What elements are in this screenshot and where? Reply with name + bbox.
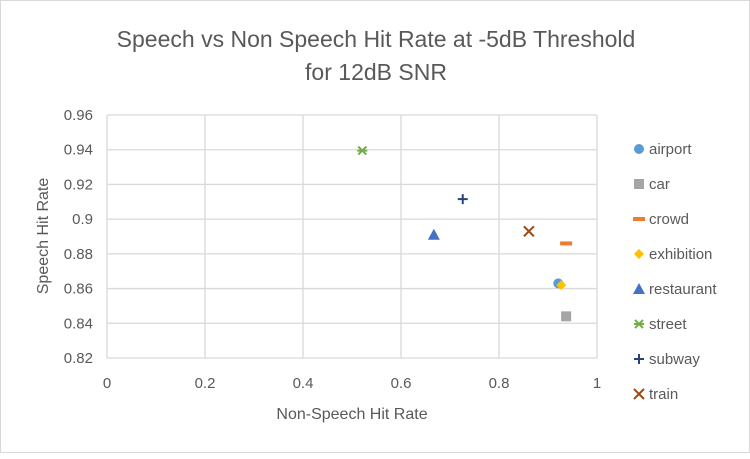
x-tick-label: 0	[103, 375, 111, 392]
legend-marker-car	[634, 179, 644, 189]
legend-marker-restaurant	[633, 283, 645, 294]
data-point-subway	[457, 194, 468, 205]
legend-marker-airport	[634, 144, 644, 154]
y-tick-label: 0.88	[64, 246, 93, 263]
legend-label-exhibition: exhibition	[649, 246, 712, 263]
legend-label-train: train	[649, 386, 678, 403]
y-tick-label: 0.94	[64, 142, 93, 159]
legend-label-restaurant: restaurant	[649, 281, 717, 298]
x-tick-label: 1	[593, 375, 601, 392]
x-tick-label: 0.6	[391, 375, 412, 392]
data-point-train	[523, 225, 535, 238]
y-tick-label: 0.92	[64, 176, 93, 193]
data-point-exhibition	[556, 280, 567, 291]
y-tick-label: 0.82	[64, 350, 93, 367]
x-tick-label: 0.4	[293, 375, 314, 392]
legend-marker-street	[634, 319, 644, 329]
legend-marker-subway	[634, 354, 644, 364]
legend-marker-exhibition	[634, 249, 644, 259]
y-tick-label: 0.84	[64, 315, 93, 332]
data-point-restaurant	[427, 228, 440, 240]
chart-title: Speech vs Non Speech Hit Rate at -5dB Th…	[117, 26, 636, 52]
y-tick-label: 0.9	[72, 211, 93, 228]
y-axis-label: Speech Hit Rate	[35, 178, 52, 295]
x-tick-label: 0.2	[195, 375, 216, 392]
legend-marker-train	[633, 388, 645, 400]
data-point-street	[357, 145, 368, 156]
x-axis-label: Non-Speech Hit Rate	[276, 406, 427, 423]
x-tick-label: 0.8	[489, 375, 510, 392]
legend-label-street: street	[649, 316, 687, 333]
y-tick-label: 0.96	[64, 107, 93, 124]
data-point-crowd	[560, 241, 573, 246]
legend-label-airport: airport	[649, 141, 692, 158]
legend-label-crowd: crowd	[649, 211, 689, 228]
y-tick-label: 0.86	[64, 281, 93, 298]
data-point-car	[561, 311, 572, 322]
chart-subtitle: for 12dB SNR	[305, 59, 447, 85]
legend-label-subway: subway	[649, 351, 700, 368]
legend-marker-crowd	[633, 217, 645, 221]
legend-label-car: car	[649, 176, 670, 193]
